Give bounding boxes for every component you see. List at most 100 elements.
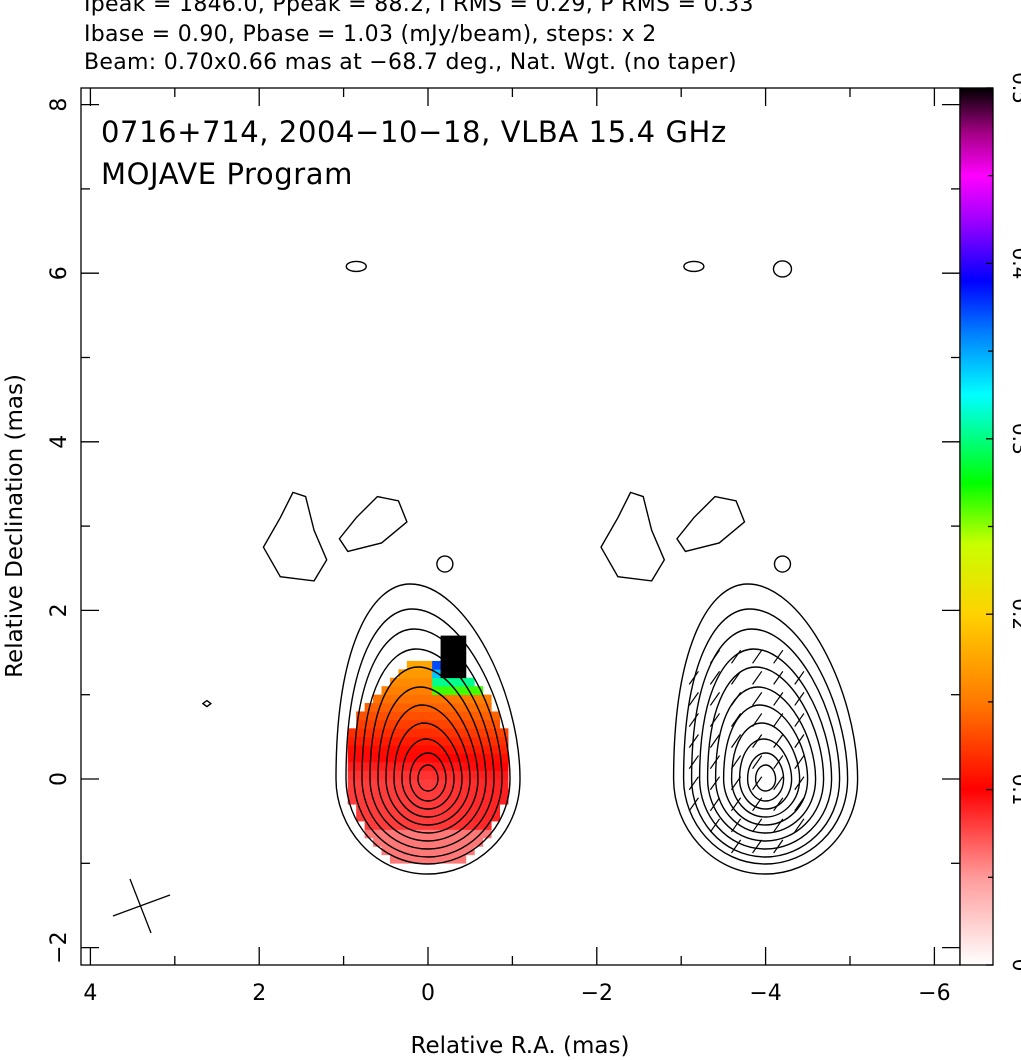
- polarization-pixel: [406, 812, 416, 822]
- polarization-pixel: [423, 745, 433, 754]
- header-line-3: Beam: 0.70x0.66 mas at −68.7 deg., Nat. …: [84, 50, 737, 75]
- polarization-pixel: [373, 762, 382, 771]
- evpa-vector: [709, 755, 721, 770]
- polarization-pixel: [415, 686, 425, 695]
- polarization-pixel: [398, 736, 408, 746]
- colorbar-tick-label: 0.5: [1008, 72, 1021, 104]
- polarization-pixel: [389, 787, 399, 797]
- polarization-pixel: [474, 787, 484, 797]
- polarization-pixel: [347, 778, 357, 788]
- polarization-pixel: [415, 829, 425, 839]
- polarization-pixel: [415, 787, 425, 797]
- intensity-contour: [746, 752, 785, 802]
- polarization-pixel: [465, 812, 475, 822]
- polarization-pixel: [406, 711, 416, 721]
- evpa-vector: [709, 776, 721, 791]
- polarization-pixel: [482, 778, 492, 788]
- polarization-pixel: [474, 762, 484, 771]
- polarization-pixel: [415, 812, 425, 822]
- beam-minor-axis: [129, 878, 152, 934]
- evpa-vector: [794, 776, 805, 791]
- polarization-pixel: [482, 736, 492, 746]
- polarization-pixel: [415, 669, 425, 679]
- sidelobe-contour: [436, 555, 454, 573]
- polarization-pixel: [373, 745, 382, 754]
- polarization-pixel: [398, 829, 408, 839]
- polarization-pixel: [482, 804, 492, 814]
- polarization-pixel: [482, 694, 492, 704]
- intensity-contour: [706, 666, 825, 842]
- polarization-pixel: [398, 846, 408, 856]
- polarization-pixel: [356, 719, 365, 729]
- polarization-pixel: [482, 703, 492, 712]
- x-tick-label: 4: [83, 981, 97, 1006]
- evpa-vector: [773, 692, 784, 706]
- polarization-pixel: [406, 753, 416, 763]
- polarization-pixel: [406, 686, 416, 695]
- polarization-pixel: [465, 762, 475, 771]
- polarization-pixel: [449, 677, 458, 687]
- polarization-pixel: [457, 795, 467, 805]
- polarization-pixel: [449, 694, 458, 704]
- polarization-pixel: [347, 787, 357, 797]
- polarization-pixel: [415, 854, 425, 864]
- polarization-pixel: [373, 736, 382, 746]
- polarization-pixel: [465, 787, 475, 797]
- polarization-pixel: [457, 719, 467, 729]
- polarization-pixel: [423, 795, 433, 805]
- polarization-pixel: [432, 821, 441, 830]
- polarization-pixel: [381, 728, 391, 738]
- polarization-pixel: [440, 660, 450, 670]
- polarization-pixel: [364, 804, 374, 814]
- polarization-pixel: [474, 795, 484, 805]
- polarization-pixel: [398, 812, 408, 822]
- polarization-pixel: [406, 728, 416, 738]
- polarization-pixel: [432, 804, 441, 814]
- colorbar-tick-label: 0.1: [1008, 774, 1021, 806]
- polarization-pixel: [406, 787, 416, 797]
- polarization-pixel: [432, 829, 441, 839]
- polarization-pixel: [389, 753, 399, 763]
- polarization-pixel: [347, 736, 357, 746]
- polarization-pixel: [398, 787, 408, 797]
- evpa-vector: [688, 755, 699, 770]
- polarization-pixel: [364, 719, 374, 729]
- evpa-vector: [688, 797, 699, 812]
- polarization-pixel: [440, 812, 450, 822]
- evpa-vector: [794, 755, 805, 770]
- polarization-pixel: [406, 669, 416, 679]
- polarization-pixel: [423, 778, 433, 788]
- polarization-pixel: [423, 829, 433, 839]
- colorbar-tick-label: 0.3: [1008, 423, 1021, 455]
- polarization-pixel: [415, 753, 425, 763]
- evpa-vector: [730, 734, 742, 748]
- polarization-pixel: [465, 719, 475, 729]
- intensity-contour: [417, 764, 439, 792]
- intensity-contour: [401, 738, 455, 810]
- polarization-pixel: [398, 837, 408, 847]
- polarization-pixel: [406, 762, 416, 771]
- intensity-contour: [345, 608, 511, 865]
- polarization-pixel: [406, 854, 416, 864]
- polarization-pixel: [415, 719, 425, 729]
- intensity-contour: [682, 608, 849, 865]
- evpa-vector: [794, 713, 805, 727]
- polarization-pixel: [406, 795, 416, 805]
- polarization-pixel: [398, 694, 408, 704]
- polarization-pixel: [432, 787, 441, 797]
- polarization-pixel: [482, 762, 492, 771]
- polarization-pixel: [432, 711, 441, 721]
- evpa-vector: [773, 649, 784, 664]
- polarization-pixel: [415, 677, 425, 687]
- evpa-vector: [752, 776, 763, 791]
- polarization-pixel: [389, 694, 399, 704]
- polarization-pixel: [449, 795, 458, 805]
- sidelobe-contour: [262, 491, 328, 582]
- intensity-contour: [335, 583, 521, 875]
- evpa-vector: [688, 670, 699, 685]
- polarization-pixel: [406, 660, 416, 670]
- polarization-pixel: [381, 719, 391, 729]
- x-tick-label: −4: [749, 981, 781, 1006]
- polarization-pixel: [440, 728, 450, 738]
- evpa-vector: [709, 818, 721, 833]
